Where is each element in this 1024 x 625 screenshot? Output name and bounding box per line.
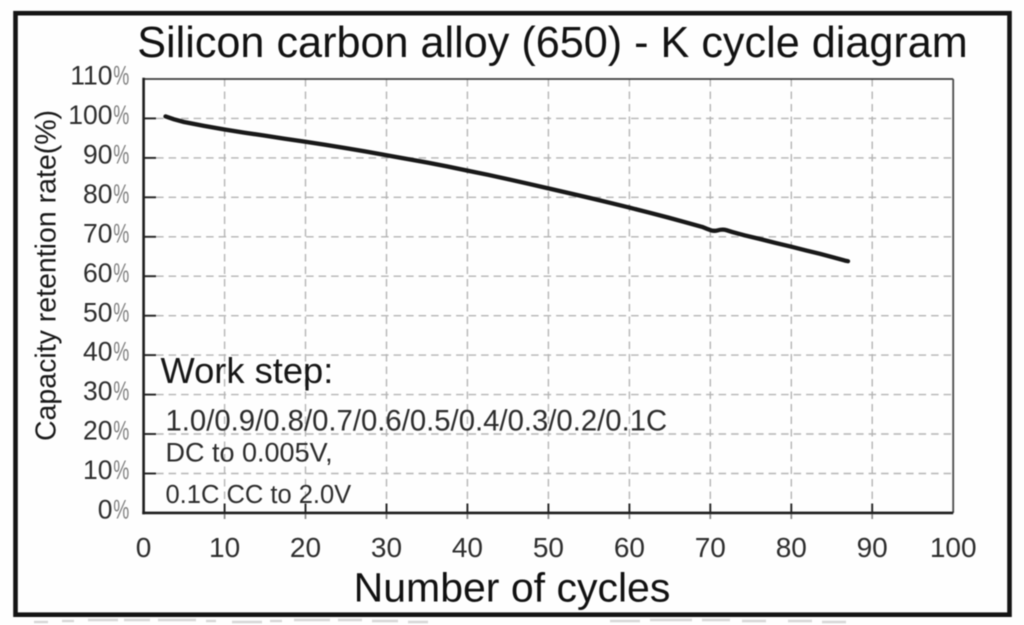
svg-text:60: 60 — [83, 258, 112, 288]
svg-text:80: 80 — [83, 179, 112, 209]
svg-text:%: % — [113, 218, 129, 248]
svg-text:0.1C CC to 2.0V: 0.1C CC to 2.0V — [166, 481, 352, 509]
svg-text:%: % — [113, 60, 129, 90]
svg-text:20: 20 — [83, 416, 112, 446]
svg-text:Silicon carbon alloy (650) - K: Silicon carbon alloy (650) - K cycle dia… — [137, 19, 968, 67]
svg-text:%: % — [113, 139, 129, 169]
svg-text:Capacity retention rate(%): Capacity retention rate(%) — [31, 110, 63, 441]
svg-text:30: 30 — [83, 376, 112, 406]
svg-text:40: 40 — [452, 532, 483, 563]
svg-text:80: 80 — [776, 532, 807, 563]
svg-text:90: 90 — [857, 532, 888, 563]
svg-text:%: % — [113, 494, 129, 524]
svg-text:Work step:: Work step: — [161, 350, 334, 391]
svg-text:%: % — [113, 415, 129, 445]
svg-text:0: 0 — [136, 532, 152, 563]
svg-text:Number of cycles: Number of cycles — [354, 565, 671, 611]
svg-text:60: 60 — [614, 532, 645, 563]
svg-text:10: 10 — [209, 532, 240, 563]
svg-text:10: 10 — [83, 455, 112, 485]
svg-text:%: % — [113, 297, 129, 327]
svg-text:%: % — [113, 99, 129, 129]
svg-text:20: 20 — [290, 532, 321, 563]
svg-text:100: 100 — [930, 532, 977, 563]
svg-text:0: 0 — [98, 495, 113, 525]
svg-text:50: 50 — [83, 297, 112, 327]
svg-text:110: 110 — [70, 61, 112, 91]
svg-text:70: 70 — [83, 218, 112, 248]
svg-text:%: % — [113, 455, 129, 485]
svg-text:%: % — [113, 376, 129, 406]
svg-text:70: 70 — [695, 532, 726, 563]
svg-text:100: 100 — [68, 100, 112, 130]
svg-text:40: 40 — [83, 337, 112, 367]
svg-text:90: 90 — [83, 140, 112, 170]
svg-text:DC to 0.005V,: DC to 0.005V, — [166, 438, 333, 468]
svg-text:1.0/0.9/0.8/0.7/0.6/0.5/0.4/0.: 1.0/0.9/0.8/0.7/0.6/0.5/0.4/0.3/0.2/0.1C — [166, 405, 668, 438]
svg-text:%: % — [113, 178, 129, 208]
svg-text:%: % — [113, 257, 129, 287]
svg-text:50: 50 — [533, 532, 564, 563]
svg-text:%: % — [113, 336, 129, 366]
svg-text:30: 30 — [371, 532, 402, 563]
